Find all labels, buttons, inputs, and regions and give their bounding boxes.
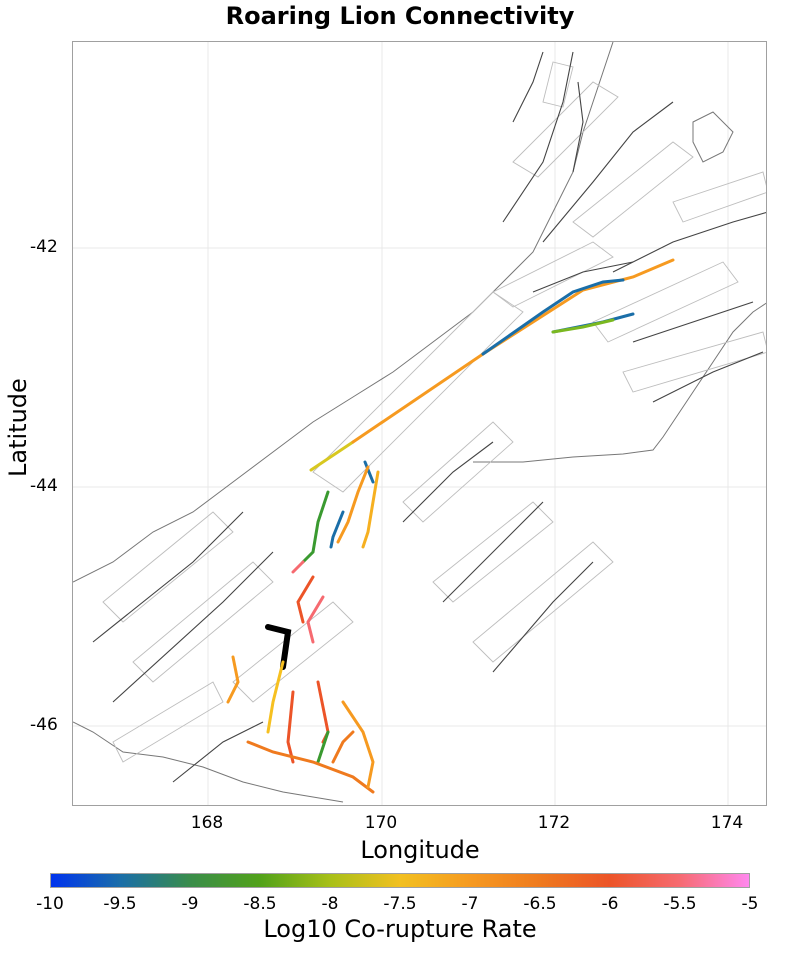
colorbar-tick: -10 bbox=[36, 894, 64, 914]
x-tick: 172 bbox=[537, 813, 571, 833]
colorbar-tick: -5.5 bbox=[663, 894, 697, 914]
y-tick: -46 bbox=[30, 715, 58, 735]
colorbar-tick: -5 bbox=[741, 894, 759, 914]
x-tick: 168 bbox=[190, 813, 224, 833]
x-tick: 174 bbox=[710, 813, 744, 833]
colorbar-tick: -7 bbox=[461, 894, 479, 914]
fault-polygons bbox=[102, 61, 766, 763]
colorbar-tick: -7.5 bbox=[383, 894, 417, 914]
map-plot-area[interactable] bbox=[72, 41, 767, 806]
colorbar-tick: -6 bbox=[601, 894, 619, 914]
colorbar-label: Log10 Co-rupture Rate bbox=[263, 915, 537, 943]
grid-lines bbox=[73, 42, 766, 805]
colorbar-tick: -8.5 bbox=[243, 894, 277, 914]
x-tick: 170 bbox=[364, 813, 398, 833]
chart-title: Roaring Lion Connectivity bbox=[225, 2, 575, 30]
colorbar-tick: -8 bbox=[321, 894, 339, 914]
y-axis-label: Latitude bbox=[4, 378, 32, 477]
y-tick: -44 bbox=[30, 476, 58, 496]
colorbar bbox=[50, 873, 750, 888]
x-axis-label: Longitude bbox=[360, 836, 480, 864]
y-tick: -42 bbox=[30, 237, 58, 257]
coastline bbox=[73, 42, 766, 803]
colorbar-tick: -9 bbox=[181, 894, 199, 914]
colorbar-tick: -9.5 bbox=[103, 894, 137, 914]
corupture-faults bbox=[226, 258, 675, 794]
fault-map bbox=[73, 42, 766, 805]
colorbar-tick: -6.5 bbox=[523, 894, 557, 914]
fault-traces bbox=[92, 51, 766, 783]
